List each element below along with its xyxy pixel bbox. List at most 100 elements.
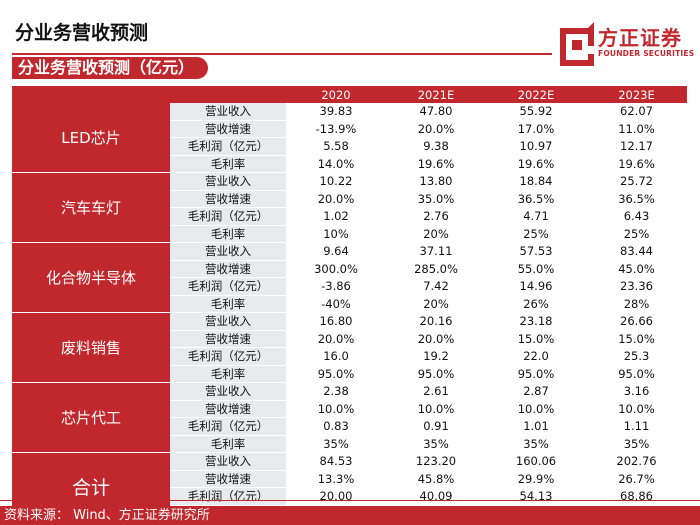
metric-label: 营业收入 [170, 103, 286, 121]
revenue-forecast-table: 2020 2021E 2022E 2023E LED芯片 营业收入 39.83 47.… [12, 86, 687, 523]
value-cell: 9.64 [286, 242, 386, 261]
footer-divider [0, 500, 700, 501]
value-cell: 26.66 [586, 312, 687, 331]
value-cell: 20% [386, 225, 486, 243]
value-cell: 20.0% [286, 330, 386, 348]
table-row: 芯片代工 营业收入 2.38 2.61 2.87 3.16 [12, 382, 687, 453]
value-cell: 202.76 [586, 452, 687, 471]
segment-name: 汽车车灯 [12, 172, 170, 243]
header-cell-2020: 2020 [286, 86, 386, 103]
value-cell: 25% [586, 225, 687, 243]
founder-securities-logo-icon [560, 22, 594, 66]
table-row: 营收增速 10.0% 10.0% 10.0% 10.0% [12, 400, 687, 418]
value-cell: 35% [586, 435, 687, 453]
value-cell: 26% [486, 295, 586, 313]
value-cell: 95.0% [286, 365, 386, 383]
table-row: 废料销售 营业收入 16.80 20.16 23.18 26.66 [12, 312, 687, 383]
value-cell: 15.0% [486, 330, 586, 348]
header-cell-2021e: 2021E [386, 86, 486, 103]
metric-label: 毛利率 [170, 365, 286, 383]
metric-label: 营业收入 [170, 172, 286, 191]
metric-label: 毛利率 [170, 295, 286, 313]
metric-label: 毛利润（亿元） [170, 487, 286, 506]
table-row: 毛利润（亿元） 0.83 0.91 1.01 1.11 [12, 417, 687, 436]
value-cell: 13.3% [286, 470, 386, 488]
metric-label: 毛利率 [170, 225, 286, 243]
value-cell: 55.92 [486, 103, 586, 121]
value-cell: 123.20 [386, 452, 486, 471]
value-cell: 16.0 [286, 347, 386, 366]
metric-label: 营业收入 [170, 242, 286, 261]
value-cell: -13.9% [286, 120, 386, 138]
header-cell-group [12, 86, 170, 103]
metric-label: 营收增速 [170, 260, 286, 278]
value-cell: 10.0% [486, 400, 586, 418]
metric-label: 营业收入 [170, 452, 286, 471]
table-row: 营收增速 20.0% 35.0% 36.5% 36.5% [12, 190, 687, 208]
title-divider [12, 53, 552, 55]
value-cell: 20.0% [386, 120, 486, 138]
value-cell: 19.2 [386, 347, 486, 366]
value-cell: 84.53 [286, 452, 386, 471]
value-cell: 1.02 [286, 207, 386, 226]
value-cell: 19.6% [386, 155, 486, 173]
metric-label: 毛利润（亿元） [170, 417, 286, 436]
value-cell: 28% [586, 295, 687, 313]
value-cell: 7.42 [386, 277, 486, 296]
value-cell: 25% [486, 225, 586, 243]
value-cell: 0.91 [386, 417, 486, 436]
value-cell: 39.83 [286, 103, 386, 121]
value-cell: 285.0% [386, 260, 486, 278]
table-row: 毛利率 95.0% 95.0% 95.0% 95.0% [12, 365, 687, 383]
value-cell: 20.0% [286, 190, 386, 208]
source-note: 资料来源： Wind、方正证券研究所 [0, 506, 700, 525]
value-cell: 20.16 [386, 312, 486, 331]
value-cell: 45.0% [586, 260, 687, 278]
value-cell: 16.80 [286, 312, 386, 331]
value-cell: 25.3 [586, 347, 687, 366]
value-cell: 22.0 [486, 347, 586, 366]
value-cell: 15.0% [586, 330, 687, 348]
logo-subtitle: FOUNDER SECURITIES [598, 49, 695, 58]
value-cell: 10.97 [486, 137, 586, 156]
value-cell: 37.11 [386, 242, 486, 261]
metric-label: 毛利润（亿元） [170, 347, 286, 366]
table-row: 营收增速 -13.9% 20.0% 17.0% 11.0% [12, 120, 687, 138]
value-cell: 23.36 [586, 277, 687, 296]
metric-label: 营收增速 [170, 400, 286, 418]
value-cell: 45.8% [386, 470, 486, 488]
value-cell: 25.72 [586, 172, 687, 191]
header-cell-2022e: 2022E [486, 86, 586, 103]
value-cell: 10.0% [286, 400, 386, 418]
value-cell: 36.5% [586, 190, 687, 208]
metric-label: 营收增速 [170, 120, 286, 138]
value-cell: 2.87 [486, 382, 586, 401]
value-cell: 35% [386, 435, 486, 453]
section-subtitle: 分业务营收预测（亿元） [12, 57, 208, 79]
table-row: 营收增速 300.0% 285.0% 55.0% 45.0% [12, 260, 687, 278]
value-cell: 1.01 [486, 417, 586, 436]
value-cell: 95.0% [586, 365, 687, 383]
segment-name: 芯片代工 [12, 382, 170, 453]
header-cell-2023e: 2023E [586, 86, 687, 103]
table-row: 毛利润（亿元） 5.58 9.38 10.97 12.17 [12, 137, 687, 156]
table-row: 营收增速 20.0% 20.0% 15.0% 15.0% [12, 330, 687, 348]
value-cell: 10.0% [386, 400, 486, 418]
value-cell: -3.86 [286, 277, 386, 296]
value-cell: 47.80 [386, 103, 486, 121]
value-cell: 18.84 [486, 172, 586, 191]
table-row: 毛利润（亿元） 1.02 2.76 4.71 6.43 [12, 207, 687, 226]
value-cell: 35% [286, 435, 386, 453]
value-cell: 300.0% [286, 260, 386, 278]
metric-label: 营业收入 [170, 382, 286, 401]
value-cell: 19.6% [486, 155, 586, 173]
value-cell: 10% [286, 225, 386, 243]
logo-name: 方正证券 [598, 26, 682, 50]
table-row: 毛利率 -40% 20% 26% 28% [12, 295, 687, 313]
metric-label: 营收增速 [170, 190, 286, 208]
value-cell: 3.16 [586, 382, 687, 401]
value-cell: 5.58 [286, 137, 386, 156]
value-cell: 62.07 [586, 103, 687, 121]
segment-name: LED芯片 [12, 103, 170, 173]
value-cell: 36.5% [486, 190, 586, 208]
